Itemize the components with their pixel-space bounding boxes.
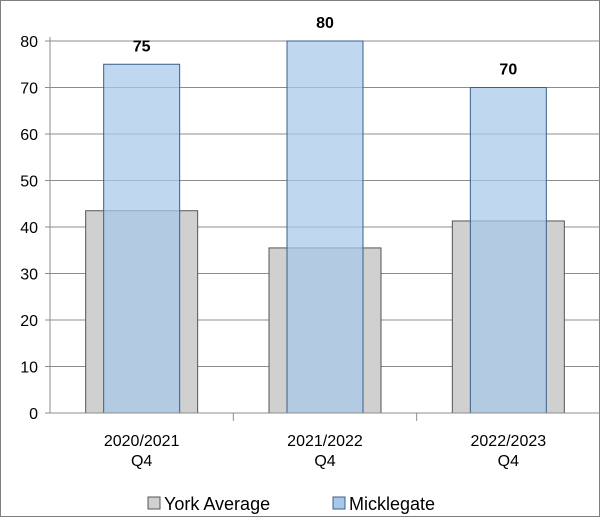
legend-swatch-1 <box>147 496 161 510</box>
y-tick-label-40: 40 <box>20 220 38 237</box>
legend-label-1: York Average <box>164 494 270 514</box>
x-axis-categories: 2020/2021 Q4 2021/2022 Q4 2022/2023 Q4 <box>104 433 546 470</box>
y-tick-label-80: 80 <box>20 34 38 51</box>
y-tick-label-70: 70 <box>20 81 38 98</box>
axes <box>45 37 600 421</box>
y-tick-label-60: 60 <box>20 127 38 144</box>
data-label-micklegate-1: 75 <box>133 38 151 55</box>
y-tick-label-30: 30 <box>20 267 38 284</box>
bar-micklegate-2 <box>286 40 364 414</box>
y-tick-label-20: 20 <box>20 313 38 330</box>
y-tick-label-10: 10 <box>20 360 38 377</box>
data-label-micklegate-3: 70 <box>499 62 517 79</box>
bar-micklegate-1 <box>103 63 181 414</box>
x-category-label-2-line-2: Q4 <box>314 453 335 470</box>
legend: York Average Micklegate <box>147 494 435 514</box>
y-tick-label-0: 0 <box>29 406 38 423</box>
bars <box>85 40 565 414</box>
x-category-label-3-line-1: 2022/2023 <box>471 433 547 450</box>
x-category-label-1-line-1: 2020/2021 <box>104 433 180 450</box>
x-category-label-2-line-1: 2021/2022 <box>287 433 363 450</box>
y-tick-label-50: 50 <box>20 174 38 191</box>
data-label-micklegate-2: 80 <box>316 15 334 32</box>
legend-swatch-2 <box>332 496 346 510</box>
x-category-label-3-line-2: Q4 <box>498 453 519 470</box>
data-labels: 75 80 70 <box>133 15 518 79</box>
bar-micklegate-3 <box>469 87 547 414</box>
x-category-label-1-line-2: Q4 <box>131 453 152 470</box>
legend-label-2: Micklegate <box>349 494 435 514</box>
